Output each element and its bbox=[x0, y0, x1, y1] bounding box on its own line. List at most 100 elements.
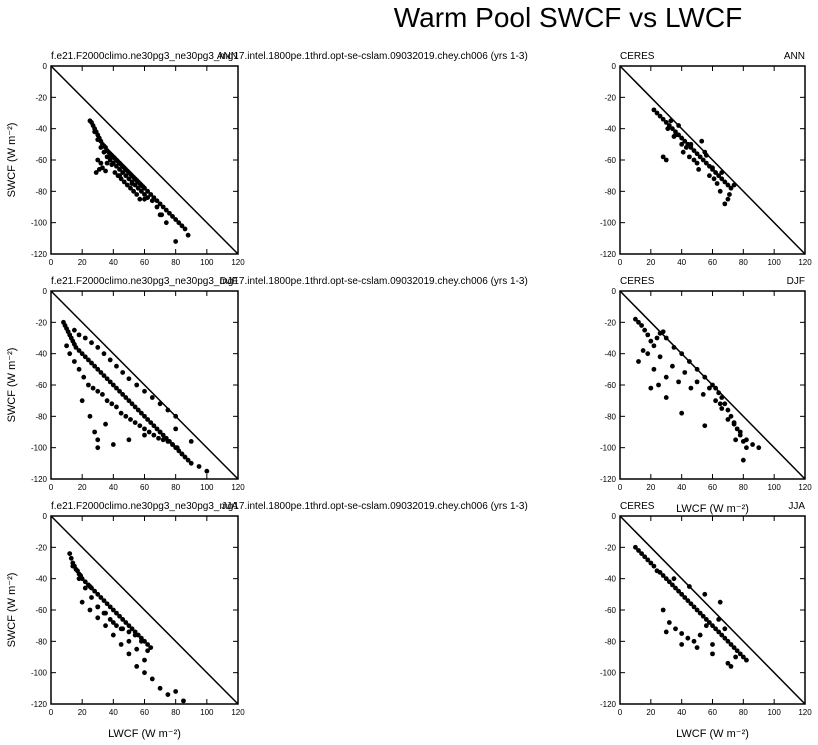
data-point bbox=[103, 623, 108, 629]
data-point bbox=[660, 573, 666, 578]
data-point bbox=[114, 363, 119, 369]
data-point bbox=[750, 442, 755, 447]
data-point bbox=[703, 617, 709, 622]
data-point bbox=[142, 192, 147, 197]
panel-season-label: ANN bbox=[217, 51, 238, 62]
data-point bbox=[633, 544, 638, 550]
data-point bbox=[744, 445, 749, 451]
y-tick-label: 0 bbox=[612, 512, 617, 521]
data-point bbox=[109, 401, 115, 407]
panel-season-label: ANN bbox=[784, 51, 805, 62]
data-point bbox=[688, 385, 694, 391]
data-point bbox=[154, 198, 160, 204]
y-tick-label: 0 bbox=[612, 62, 617, 71]
data-point bbox=[138, 188, 144, 194]
data-point bbox=[694, 151, 700, 157]
data-point bbox=[76, 332, 82, 338]
y-tick-label: -60 bbox=[35, 381, 47, 390]
obs-ann-panel: 0 20 40 60 80 100 120 0 -20 -40 -60 -80 -100 -120 CERE… bbox=[600, 51, 812, 267]
x-tick-label: 40 bbox=[109, 483, 118, 492]
data-point bbox=[67, 551, 73, 556]
data-point bbox=[666, 579, 672, 585]
data-point bbox=[660, 329, 666, 335]
data-point bbox=[112, 170, 118, 175]
x-tick-label: 60 bbox=[140, 258, 149, 267]
y-tick-label: 0 bbox=[43, 512, 48, 521]
data-point bbox=[138, 638, 144, 644]
data-point bbox=[717, 401, 723, 407]
x-tick-label: 120 bbox=[798, 258, 812, 267]
data-point bbox=[134, 382, 140, 388]
data-point bbox=[92, 429, 98, 435]
data-point bbox=[148, 420, 154, 425]
data-point bbox=[696, 167, 702, 172]
data-point bbox=[117, 388, 122, 394]
data-point bbox=[134, 664, 140, 669]
data-point bbox=[137, 423, 143, 429]
panel-case-label: f.e21.F2000climo.ne30pg3_ne30pg3_mg17.in… bbox=[51, 501, 528, 512]
x-tick-label: 40 bbox=[677, 258, 686, 267]
data-point bbox=[114, 163, 119, 169]
data-point bbox=[731, 421, 737, 427]
data-point bbox=[156, 435, 161, 441]
data-point bbox=[685, 635, 691, 641]
panel-case-label: f.e21.F2000climo.ne30pg3_ne30pg3_mg17.in… bbox=[51, 51, 528, 62]
data-point bbox=[682, 138, 688, 144]
data-point bbox=[716, 629, 722, 635]
data-point bbox=[117, 173, 122, 179]
y-tick-label: -100 bbox=[600, 669, 617, 678]
data-point bbox=[132, 632, 138, 638]
data-point bbox=[691, 157, 697, 163]
data-point bbox=[104, 398, 110, 404]
x-tick-label: 80 bbox=[739, 708, 748, 717]
panels: 0 20 40 60 80 100 120 0 -20 -40 -60 -80 -100 -120 f.e2… bbox=[6, 51, 812, 740]
data-point bbox=[679, 135, 685, 141]
data-point bbox=[744, 437, 749, 443]
data-point bbox=[110, 620, 116, 625]
data-point bbox=[707, 620, 712, 625]
data-point bbox=[142, 185, 147, 191]
data-point bbox=[87, 584, 93, 589]
model-djf-panel: 0 20 40 60 80 100 120 0 -20 -40 -60 -80 -100 -120 f.e2… bbox=[6, 276, 528, 492]
data-point bbox=[663, 335, 669, 341]
x-tick-label: 20 bbox=[78, 708, 87, 717]
data-point bbox=[204, 468, 210, 474]
data-point bbox=[145, 642, 151, 647]
data-point bbox=[710, 651, 715, 657]
y-axis-label: SWCF (W m⁻²) bbox=[6, 348, 18, 423]
x-tick-label: 60 bbox=[140, 708, 149, 717]
data-point bbox=[103, 610, 108, 616]
data-point bbox=[109, 162, 115, 168]
data-point bbox=[654, 335, 660, 341]
data-point bbox=[676, 588, 681, 594]
data-point bbox=[114, 610, 119, 616]
panel-case-label: CERES bbox=[620, 501, 655, 512]
data-point bbox=[95, 366, 101, 372]
data-point bbox=[703, 160, 709, 166]
x-tick-label: 120 bbox=[798, 708, 812, 717]
data-point bbox=[87, 413, 93, 419]
data-point bbox=[128, 185, 133, 191]
x-tick-label: 0 bbox=[618, 483, 623, 492]
panel-season-label: DJF bbox=[787, 276, 805, 287]
data-point bbox=[651, 366, 657, 372]
data-point bbox=[740, 654, 746, 660]
data-point bbox=[126, 176, 132, 182]
data-point bbox=[123, 395, 129, 400]
data-point bbox=[660, 154, 666, 160]
data-point bbox=[110, 632, 116, 638]
data-point bbox=[126, 376, 132, 382]
data-point bbox=[671, 345, 677, 350]
y-tick-label: -20 bbox=[35, 543, 47, 552]
data-point bbox=[107, 357, 113, 363]
data-point bbox=[717, 188, 723, 194]
data-point bbox=[731, 645, 737, 650]
data-point bbox=[92, 129, 98, 135]
data-point bbox=[142, 432, 147, 438]
data-point bbox=[118, 410, 124, 416]
data-point bbox=[87, 607, 93, 613]
data-point bbox=[697, 632, 703, 638]
data-point bbox=[185, 232, 191, 238]
data-point bbox=[636, 359, 641, 364]
